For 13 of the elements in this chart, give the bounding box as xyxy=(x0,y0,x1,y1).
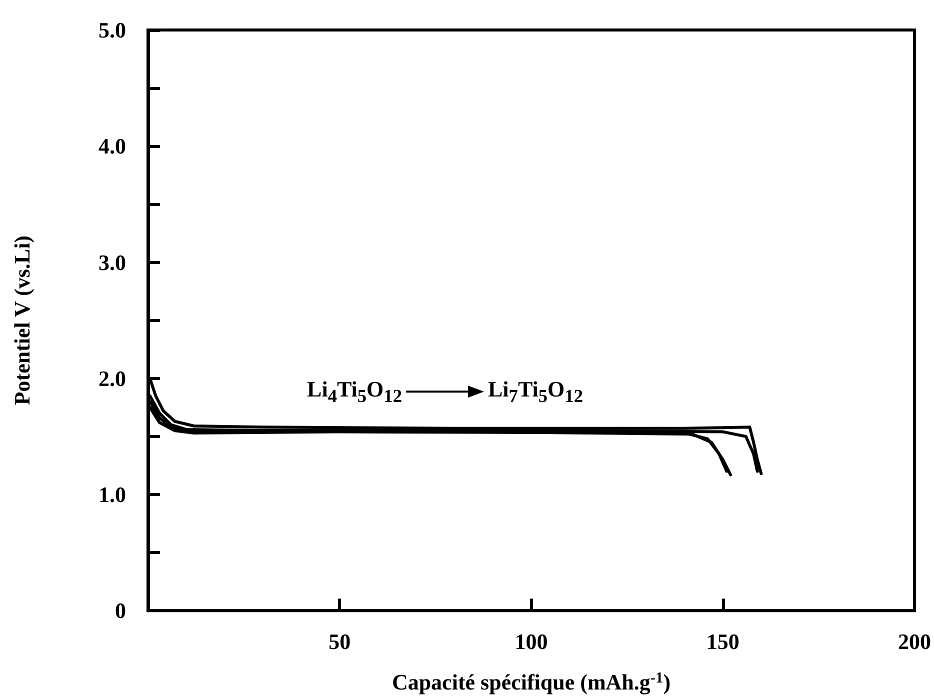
y-tick-label: 1.0 xyxy=(98,482,126,508)
y-tick-label: 5.0 xyxy=(98,18,126,42)
x-tick-label: 150 xyxy=(706,629,740,654)
x-tick-label: 50 xyxy=(328,629,351,654)
y-tick-label: 4.0 xyxy=(98,134,126,159)
x-tick-label: 200 xyxy=(898,629,931,654)
annotation: Li$_{4}$Ti$_{5}$O$_{12}$ xyxy=(307,376,402,406)
y-tick-label: 2.0 xyxy=(98,366,126,391)
y-tick-label: 0 xyxy=(115,598,126,624)
x-tick-label: 100 xyxy=(514,629,548,654)
annotation: Li$_{7}$Ti$_{5}$O$_{12}$ xyxy=(488,376,583,406)
y-axis-title: Potentiel V (vs.Li) xyxy=(10,235,34,406)
y-tick-label: 3.0 xyxy=(98,250,126,275)
